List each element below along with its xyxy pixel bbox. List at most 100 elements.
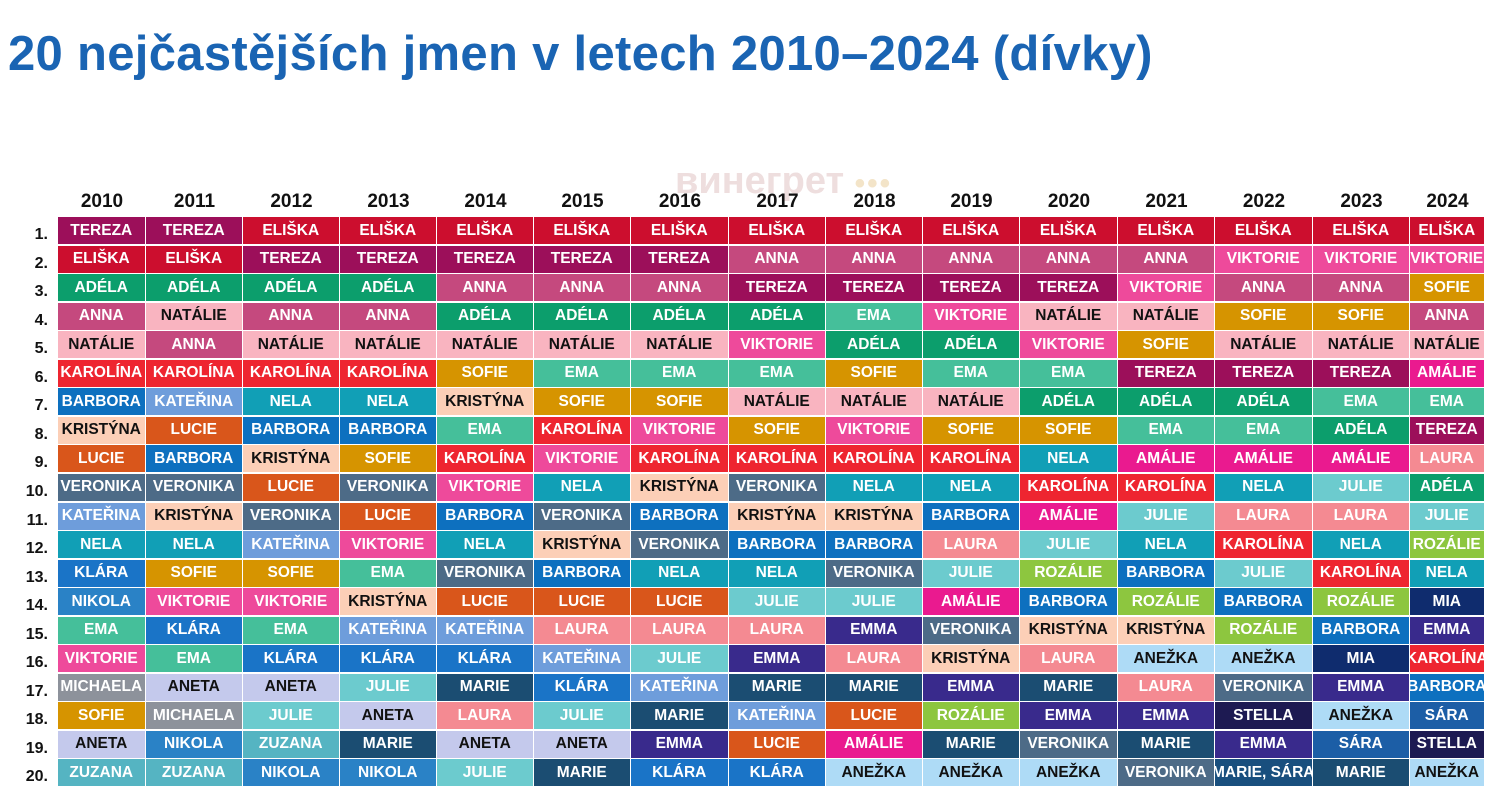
name-cell: EMA xyxy=(1410,388,1484,416)
name-cell: VERONIKA xyxy=(146,473,242,501)
name-cell: JULIE xyxy=(826,588,922,616)
name-cell: SOFIE xyxy=(1020,416,1117,444)
name-cell: LAURA xyxy=(826,645,922,673)
name-cell: BARBORA xyxy=(631,502,728,530)
year-header-2016: 2016 xyxy=(658,191,702,212)
name-cell: KRISTÝNA xyxy=(1020,616,1117,644)
name-cell: EMA xyxy=(146,645,242,673)
name-cell: LUCIE xyxy=(631,588,728,616)
name-cell: NIKOLA xyxy=(58,588,145,616)
name-cell: KLÁRA xyxy=(146,616,242,644)
name-cell: KLÁRA xyxy=(437,645,533,673)
name-cell: NELA xyxy=(340,388,436,416)
name-cell: JULIE xyxy=(534,702,630,730)
name-cell: ADÉLA xyxy=(631,302,728,330)
name-cell: VIKTORIE xyxy=(1118,274,1214,302)
year-header-2021: 2021 xyxy=(1145,191,1188,212)
name-cell: KLÁRA xyxy=(729,759,825,787)
name-cell: ADÉLA xyxy=(1410,473,1484,501)
name-cell: ADÉLA xyxy=(243,274,339,302)
name-cell: ELIŠKA xyxy=(534,217,630,245)
name-cell: ELIŠKA xyxy=(243,217,339,245)
name-cell: ANEŽKA xyxy=(1215,645,1312,673)
name-cell: KAROLÍNA xyxy=(631,445,728,473)
name-cell: KATEŘINA xyxy=(437,616,533,644)
name-cell: ROZÁLIE xyxy=(1215,616,1312,644)
name-cell: SOFIE xyxy=(534,388,630,416)
name-cell: ANNA xyxy=(534,274,630,302)
name-cell: LUCIE xyxy=(58,445,145,473)
name-cell: ZUZANA xyxy=(146,759,242,787)
name-cell: BARBORA xyxy=(1215,588,1312,616)
name-cell: MARIE xyxy=(437,673,533,701)
page-title: 20 nejčastějších jmen v letech 2010–2024… xyxy=(8,27,1153,81)
rank-label: 18. xyxy=(25,711,48,729)
name-cell: LUCIE xyxy=(534,588,630,616)
rank-label: 10. xyxy=(25,482,48,500)
year-header-2018: 2018 xyxy=(853,191,896,212)
name-cell: STELLA xyxy=(1215,702,1312,730)
name-cell: LAURA xyxy=(923,531,1019,559)
name-cell: TEREZA xyxy=(243,245,339,273)
name-cell: KLÁRA xyxy=(243,645,339,673)
rank-label: 5. xyxy=(34,340,48,358)
name-cell: NATÁLIE xyxy=(243,331,339,359)
name-cell: ADÉLA xyxy=(1020,388,1117,416)
name-cell: BARBORA xyxy=(1313,616,1409,644)
name-cell: SOFIE xyxy=(631,388,728,416)
name-cell: ANEŽKA xyxy=(923,759,1019,787)
name-cell: TEREZA xyxy=(146,217,242,245)
year-header-2015: 2015 xyxy=(561,191,604,212)
name-cell: SOFIE xyxy=(243,559,339,587)
year-header-2010: 2010 xyxy=(80,191,124,212)
year-header-2022: 2022 xyxy=(1242,191,1286,212)
name-cell: ROZÁLIE xyxy=(1313,588,1409,616)
name-cell: NIKOLA xyxy=(340,759,436,787)
name-cell: SOFIE xyxy=(340,445,436,473)
name-cell: TEREZA xyxy=(923,274,1019,302)
name-cell: ANNA xyxy=(826,245,922,273)
name-cell: EMA xyxy=(1020,359,1117,387)
name-cell: MARIE xyxy=(1020,673,1117,701)
name-cell: NATÁLIE xyxy=(1020,302,1117,330)
name-cell: SOFIE xyxy=(826,359,922,387)
name-cell: VIKTORIE xyxy=(826,416,922,444)
name-cell: ELIŠKA xyxy=(1020,217,1117,245)
name-cell: VIKTORIE xyxy=(534,445,630,473)
name-cell: EMMA xyxy=(1020,702,1117,730)
name-cell: ADÉLA xyxy=(146,274,242,302)
name-cell: JULIE xyxy=(631,645,728,673)
name-cell: AMÁLIE xyxy=(1118,445,1214,473)
name-cell: NATÁLIE xyxy=(631,331,728,359)
name-cell: SOFIE xyxy=(1313,302,1409,330)
name-cell: KRISTÝNA xyxy=(437,388,533,416)
rank-label: 9. xyxy=(34,454,48,472)
name-cell: KLÁRA xyxy=(58,559,145,587)
name-cell: BARBORA xyxy=(1118,559,1214,587)
name-cell: KATEŘINA xyxy=(146,388,242,416)
name-cell: NELA xyxy=(1410,559,1484,587)
name-cell: LUCIE xyxy=(826,702,922,730)
name-cell: KLÁRA xyxy=(340,645,436,673)
name-cell: BARBORA xyxy=(923,502,1019,530)
name-cell: KRISTÝNA xyxy=(1118,616,1214,644)
name-cell: NELA xyxy=(1215,473,1312,501)
name-cell: NATÁLIE xyxy=(826,388,922,416)
rank-label: 6. xyxy=(34,368,48,386)
name-cell: EMA xyxy=(58,616,145,644)
name-cell: ADÉLA xyxy=(1215,388,1312,416)
name-cell: ADÉLA xyxy=(534,302,630,330)
name-cell: KATEŘINA xyxy=(631,673,728,701)
year-header-2020: 2020 xyxy=(1047,191,1091,212)
name-cell: VERONIKA xyxy=(923,616,1019,644)
name-cell: VERONIKA xyxy=(340,473,436,501)
name-cell: ANNA xyxy=(1313,274,1409,302)
name-cell: TEREZA xyxy=(534,245,630,273)
name-cell: LUCIE xyxy=(146,416,242,444)
name-cell: LAURA xyxy=(1118,673,1214,701)
name-cell: KAROLÍNA xyxy=(243,359,339,387)
name-cell: SÁRA xyxy=(1410,702,1484,730)
name-cell: KATEŘINA xyxy=(729,702,825,730)
name-cell: NATÁLIE xyxy=(146,302,242,330)
name-cell: NATÁLIE xyxy=(534,331,630,359)
